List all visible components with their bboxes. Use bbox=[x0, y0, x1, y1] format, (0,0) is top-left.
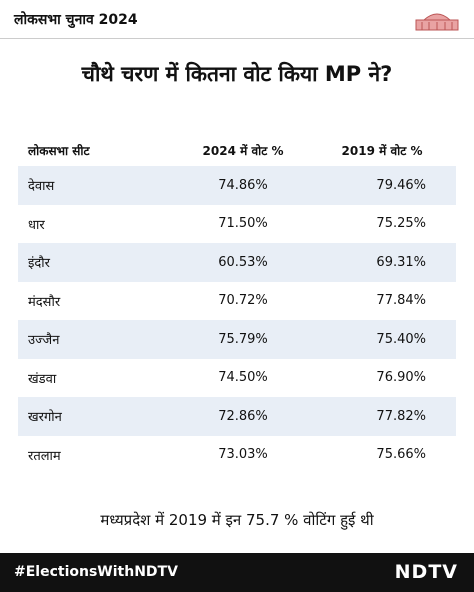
table-cell: 77.84% bbox=[376, 293, 426, 309]
table-header: लोकसभा सीट 2024 में वोट % 2019 में वोट % bbox=[18, 134, 456, 166]
note: मध्यप्रदेश में 2019 में इन 75.7 % वोटिंग… bbox=[100, 511, 374, 529]
column-header: लोकसभा सीट bbox=[28, 143, 90, 158]
table-cell: 69.31% bbox=[376, 254, 426, 270]
table-cell: मंदसौर bbox=[28, 294, 61, 310]
table-cell: उज्जैन bbox=[28, 333, 60, 349]
table-row: धार 71.50% 75.25% bbox=[18, 205, 456, 244]
table: लोकसभा सीट 2024 में वोट % 2019 में वोट % दे… bbox=[18, 134, 456, 474]
table-cell: 70.72% bbox=[218, 293, 268, 309]
table-cell: 74.86% bbox=[218, 177, 268, 193]
table-cell: 76.90% bbox=[376, 370, 426, 386]
table-cell: धार bbox=[28, 217, 45, 233]
table-cell: 75.79% bbox=[218, 331, 268, 347]
table-cell: 60.53% bbox=[218, 254, 268, 270]
column-header: 2019 में वोट % bbox=[341, 143, 423, 158]
table-row: मंदसौर 70.72% 77.84% bbox=[18, 282, 456, 321]
table-cell: खरगोन bbox=[28, 410, 62, 426]
table-cell: देवास bbox=[28, 179, 55, 195]
parliament-icon bbox=[415, 13, 459, 31]
table-row: खंडवा 74.50% 76.90% bbox=[18, 359, 456, 398]
table-cell: 75.25% bbox=[376, 216, 426, 232]
table-cell: 74.50% bbox=[218, 370, 268, 386]
column-header: 2024 में वोट % bbox=[202, 143, 284, 158]
title: चौथे चरण में कितना वोट किया MP ने? bbox=[81, 62, 393, 86]
footer: #ElectionsWithNDTV NDTV bbox=[0, 553, 474, 592]
table-row: खरगोन 72.86% 77.82% bbox=[18, 397, 456, 436]
table-cell: रतलाम bbox=[28, 448, 61, 464]
hashtag: #ElectionsWithNDTV bbox=[14, 564, 178, 580]
table-row: देवास 74.86% 79.46% bbox=[18, 166, 456, 205]
table-cell: 79.46% bbox=[376, 177, 426, 193]
table-cell: खंडवा bbox=[28, 371, 57, 387]
table-row: रतलाम 73.03% 75.66% bbox=[18, 436, 456, 475]
table-row: इंदौर 60.53% 69.31% bbox=[18, 243, 456, 282]
table-cell: 71.50% bbox=[218, 216, 268, 232]
table-cell: 75.40% bbox=[376, 331, 426, 347]
table-cell: 77.82% bbox=[376, 408, 426, 424]
table-cell: 73.03% bbox=[218, 447, 268, 463]
logo: NDTV bbox=[394, 561, 458, 583]
table-cell: इंदौर bbox=[28, 256, 50, 272]
table-row: उज्जैन 75.79% 75.40% bbox=[18, 320, 456, 359]
table-cell: 75.66% bbox=[376, 447, 426, 463]
header-title: लोकसभा चुनाव 2024 bbox=[14, 12, 138, 28]
header: लोकसभा चुनाव 2024 bbox=[0, 0, 474, 39]
table-cell: 72.86% bbox=[218, 408, 268, 424]
